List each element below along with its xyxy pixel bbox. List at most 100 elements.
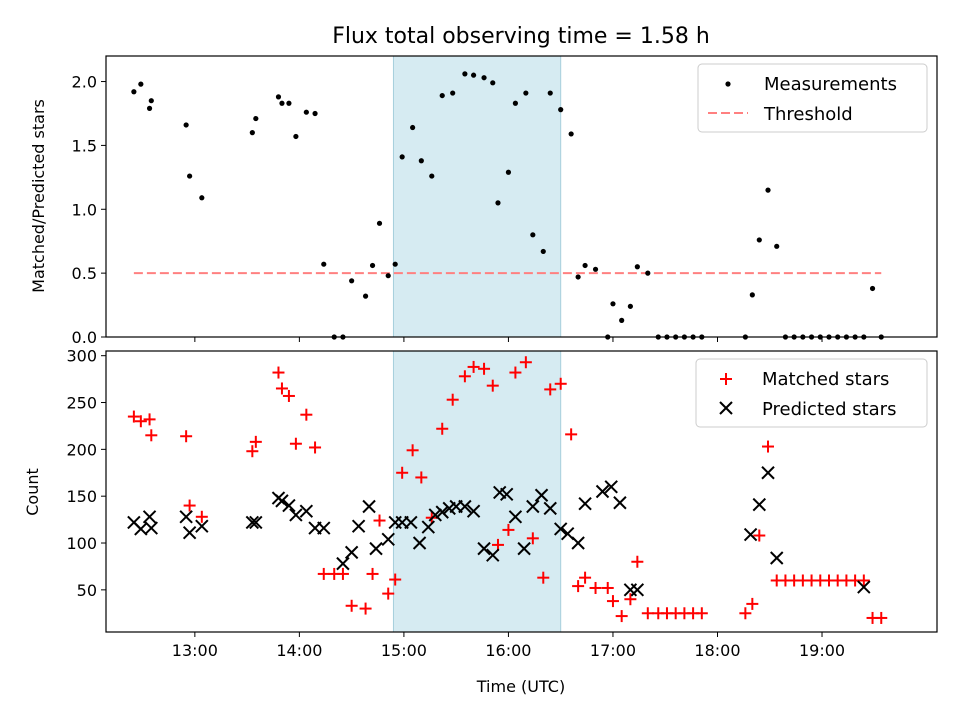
matched-star-point: [143, 413, 156, 426]
measurement-point: [592, 266, 599, 272]
predicted-star-point: [458, 499, 472, 514]
predicted-star-point: [245, 515, 260, 530]
predicted-star-point: [743, 527, 758, 542]
measurement-point: [774, 243, 780, 249]
matched-star-point: [519, 356, 532, 369]
x-tick-label: 16:00: [485, 641, 531, 660]
x-tick-label: 17:00: [590, 641, 636, 660]
ratio-plot: 0.00.51.01.52.0 Matched/Predicted stars …: [29, 55, 938, 347]
matched-star-point: [289, 437, 302, 450]
highlight-span: [392, 55, 562, 338]
measurement-point: [582, 262, 588, 269]
y-tick-label: 0.5: [72, 264, 97, 283]
measurement-point: [627, 303, 633, 309]
measurement-point: [645, 270, 651, 276]
matched-star-point: [145, 429, 158, 442]
measurement-point: [470, 72, 477, 78]
measurement-point: [146, 105, 153, 111]
predicted-star-point: [421, 520, 436, 534]
predicted-star-point: [477, 541, 491, 556]
measurement-point: [279, 100, 285, 106]
plot-frame: [105, 350, 938, 633]
y-tick-label: 300: [66, 347, 97, 366]
measurement-point: [418, 158, 424, 164]
measurement-point: [481, 75, 487, 81]
predicted-star-point: [289, 508, 303, 522]
measurement-point: [540, 248, 546, 255]
legend: Matched stars Predicted stars: [695, 358, 928, 428]
matched-star-point: [544, 383, 557, 396]
measurement-point: [303, 109, 309, 115]
measurement-point: [558, 107, 564, 113]
predicted-star-point: [142, 510, 157, 524]
matched-star-point: [509, 366, 522, 379]
measurement-point: [321, 261, 327, 267]
measurement-point: [490, 80, 496, 86]
matched-star-point: [127, 410, 140, 423]
legend: Measurements Threshold: [697, 63, 928, 133]
predicted-star-point: [336, 556, 350, 571]
predicted-star-point: [179, 510, 193, 524]
x-tick-label: 15:00: [381, 641, 427, 660]
y-tick-label: 0.0: [72, 328, 97, 347]
legend-box: [695, 358, 928, 428]
predicted-star-point: [613, 496, 627, 510]
predicted-star-point: [299, 504, 314, 518]
matched-star-point: [601, 581, 614, 594]
measurement-point: [512, 100, 519, 106]
predicted-star-point: [526, 499, 540, 514]
measurement-point: [547, 90, 553, 96]
matched-star-point: [436, 422, 449, 435]
measurement-point: [392, 261, 398, 267]
matched-star-point: [695, 607, 708, 620]
count-plot: 50 100 150 200 250 300 13:00 14:00 15:00 16:00 17:…: [23, 347, 938, 696]
matched-star-point: [762, 440, 775, 453]
matched-star-point: [746, 597, 759, 610]
measurement-point: [530, 232, 536, 238]
measurement-point: [369, 262, 376, 269]
y-tick-label: 1.5: [72, 136, 97, 155]
predicted-star-point: [282, 498, 296, 513]
predicted-star-point: [404, 515, 418, 530]
legend-label-threshold: Threshold: [763, 104, 853, 125]
matched-star-point: [615, 610, 628, 623]
matched-star-point: [478, 362, 491, 375]
x-tick-label: 14:00: [276, 641, 322, 660]
x-tick-label: 13:00: [172, 641, 218, 660]
measurement-point: [376, 220, 383, 226]
matched-star-point: [249, 435, 262, 448]
x-tick-label: 19:00: [799, 641, 845, 660]
predicted-star-point: [486, 548, 500, 562]
matched-star-point: [486, 379, 499, 392]
matched-star-point: [589, 581, 602, 594]
measurement-point: [253, 115, 259, 122]
measurement-point: [610, 301, 616, 307]
matched-star-point: [565, 428, 578, 441]
matched-star-point: [467, 360, 480, 373]
legend-box: [697, 63, 928, 133]
matched-star-point: [857, 574, 870, 587]
predicted-star-point: [752, 497, 767, 512]
matched-star-point: [373, 514, 386, 527]
measurement-point: [362, 293, 369, 299]
predicted-star-point: [543, 501, 557, 516]
predicted-star-point: [499, 487, 514, 502]
predicted-star-point: [369, 541, 383, 556]
predicted-star-point: [553, 522, 568, 536]
matched-star-point: [272, 366, 285, 379]
matched-star-point: [336, 567, 349, 580]
y-tick-label: 2.0: [72, 73, 97, 92]
predicted-star-point: [770, 551, 784, 565]
measurement-point: [399, 154, 405, 160]
predicted-star-point: [351, 519, 366, 533]
measurement-point: [410, 124, 416, 131]
measurement-point: [286, 100, 292, 106]
measurement-point: [450, 90, 456, 96]
measurement-point: [619, 317, 625, 323]
measurement-point: [138, 81, 144, 87]
matched-star-point: [875, 611, 888, 624]
x-axis-label: Time (UTC): [476, 677, 565, 696]
matched-star-point: [739, 607, 752, 620]
y-tick-label: 150: [66, 487, 97, 506]
